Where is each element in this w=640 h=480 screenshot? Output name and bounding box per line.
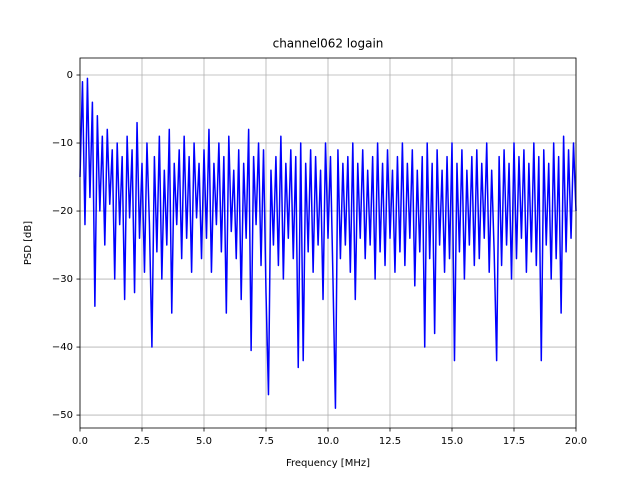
x-tick-label: 12.5 — [379, 436, 401, 447]
x-tick-label: 7.5 — [258, 436, 274, 447]
y-tick-label: 0 — [67, 70, 73, 81]
x-tick-label: 5.0 — [196, 436, 212, 447]
y-tick-label: −50 — [52, 410, 73, 421]
y-tick-label: −30 — [52, 274, 73, 285]
y-tick-label: −20 — [52, 206, 73, 217]
y-tick-label: −40 — [52, 342, 73, 353]
x-tick-label: 15.0 — [441, 436, 463, 447]
y-tick-label: −10 — [52, 138, 73, 149]
x-axis-label: Frequency [MHz] — [286, 458, 370, 469]
x-tick-label: 10.0 — [317, 436, 339, 447]
plot-frame — [79, 57, 577, 429]
chart-title: channel062 logain — [273, 37, 384, 51]
y-axis-label: PSD [dB] — [23, 221, 34, 265]
data-line — [79, 77, 577, 410]
x-tick-label: 0.0 — [72, 436, 88, 447]
x-tick-label: 20.0 — [565, 436, 587, 447]
x-tick-label: 17.5 — [503, 436, 525, 447]
x-tick-label: 2.5 — [134, 436, 150, 447]
